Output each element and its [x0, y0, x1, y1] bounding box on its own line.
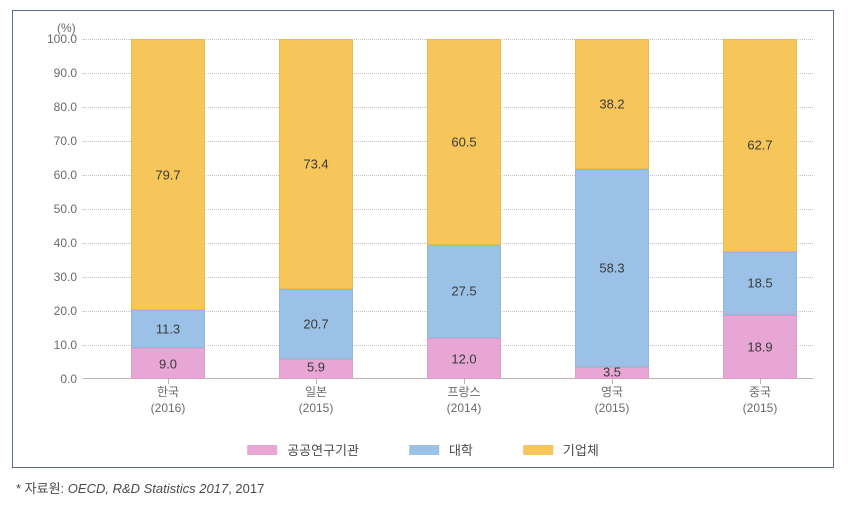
legend-item-company: 기업체 [523, 440, 599, 459]
x-axis-label-name: 일본 [299, 385, 334, 401]
y-tick-label: 10.0 [37, 338, 77, 352]
y-tick-label: 70.0 [37, 134, 77, 148]
x-tick-mark [760, 379, 761, 384]
bar-segment-company: 60.5 [427, 39, 501, 245]
x-axis-label-name: 영국 [595, 385, 630, 401]
bar-segment-public: 12.0 [427, 338, 501, 379]
source-suffix: , 2017 [228, 481, 264, 496]
legend-label-univ: 대학 [449, 440, 473, 459]
bar-segment-public: 3.5 [575, 367, 649, 379]
bar-value-label: 79.7 [155, 167, 180, 182]
y-tick-label: 30.0 [37, 270, 77, 284]
x-tick-mark [612, 379, 613, 384]
x-axis-label-name: 한국 [151, 385, 186, 401]
plot-area: 0.010.020.030.040.050.060.070.080.090.01… [83, 39, 813, 379]
bar-segment-company: 79.7 [131, 39, 205, 310]
y-tick-label: 50.0 [37, 202, 77, 216]
source-note: * 자료원: OECD, R&D Statistics 2017, 2017 [16, 478, 264, 497]
x-tick-mark [316, 379, 317, 384]
legend: 공공연구기관 대학 기업체 [247, 440, 599, 459]
bar-value-label: 12.0 [451, 351, 476, 366]
x-tick-mark [464, 379, 465, 384]
bar-value-label: 5.9 [307, 360, 325, 375]
chart-frame: (%) 0.010.020.030.040.050.060.070.080.09… [12, 10, 834, 468]
bar-segment-univ: 20.7 [279, 289, 353, 359]
y-tick-label: 100.0 [37, 32, 77, 46]
bar: 18.918.562.7중국(2015) [723, 39, 797, 379]
legend-label-public: 공공연구기관 [287, 440, 359, 459]
bar-value-label: 11.3 [156, 322, 180, 337]
bar: 3.558.338.2영국(2015) [575, 39, 649, 379]
bar: 5.920.773.4일본(2015) [279, 39, 353, 379]
bar-segment-univ: 11.3 [131, 310, 205, 348]
x-axis-label: 한국(2016) [151, 385, 186, 416]
legend-item-public: 공공연구기관 [247, 440, 359, 459]
bar-value-label: 18.9 [747, 339, 772, 354]
y-tick-label: 0.0 [37, 372, 77, 386]
x-axis-label-year: (2015) [595, 401, 630, 417]
legend-item-univ: 대학 [409, 440, 473, 459]
bar-segment-company: 38.2 [575, 39, 649, 169]
y-tick-label: 60.0 [37, 168, 77, 182]
bar-segment-company: 73.4 [279, 39, 353, 289]
bar-value-label: 18.5 [747, 276, 772, 291]
bar-segment-company: 62.7 [723, 39, 797, 252]
legend-label-company: 기업체 [563, 440, 599, 459]
bar-value-label: 58.3 [599, 261, 624, 276]
y-tick-label: 80.0 [37, 100, 77, 114]
bar-value-label: 27.5 [451, 284, 476, 299]
x-axis-label: 일본(2015) [299, 385, 334, 416]
x-axis-label: 중국(2015) [743, 385, 778, 416]
bar-value-label: 60.5 [451, 134, 476, 149]
legend-swatch-public [247, 445, 277, 455]
bar-segment-public: 18.9 [723, 315, 797, 379]
x-axis-label-name: 프랑스 [447, 385, 482, 401]
x-tick-mark [168, 379, 169, 384]
bar-segment-univ: 18.5 [723, 252, 797, 315]
bar-value-label: 73.4 [303, 156, 328, 171]
source-prefix: * 자료원: [16, 481, 68, 496]
legend-swatch-univ [409, 445, 439, 455]
y-tick-label: 20.0 [37, 304, 77, 318]
x-axis-label: 영국(2015) [595, 385, 630, 416]
y-tick-label: 90.0 [37, 66, 77, 80]
x-axis-label-year: (2016) [151, 401, 186, 417]
bar-value-label: 9.0 [159, 356, 177, 371]
bar-segment-univ: 27.5 [427, 245, 501, 339]
bar-segment-public: 5.9 [279, 359, 353, 379]
x-axis-label-year: (2015) [743, 401, 778, 417]
bar-segment-public: 9.0 [131, 348, 205, 379]
y-tick-label: 40.0 [37, 236, 77, 250]
bar-value-label: 20.7 [303, 316, 328, 331]
x-axis-label-year: (2014) [447, 401, 482, 417]
bar: 9.011.379.7한국(2016) [131, 39, 205, 379]
bar-value-label: 38.2 [599, 96, 624, 111]
bar-segment-univ: 58.3 [575, 169, 649, 367]
x-axis-label-year: (2015) [299, 401, 334, 417]
x-axis-label: 프랑스(2014) [447, 385, 482, 416]
source-italic: OECD, R&D Statistics 2017 [68, 481, 228, 496]
bar: 12.027.560.5프랑스(2014) [427, 39, 501, 379]
x-axis-label-name: 중국 [743, 385, 778, 401]
bar-value-label: 62.7 [747, 138, 772, 153]
legend-swatch-company [523, 445, 553, 455]
